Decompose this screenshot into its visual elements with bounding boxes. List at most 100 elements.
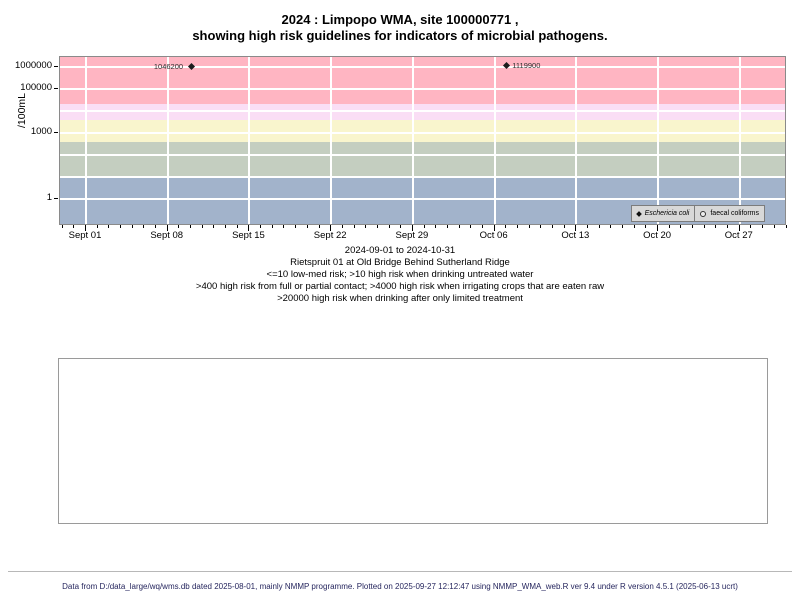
x-minor-tick <box>563 225 565 228</box>
x-minor-tick <box>73 225 75 228</box>
x-minor-tick <box>703 225 705 228</box>
x-tick-label: Oct 06 <box>479 230 508 241</box>
x-tick-label: Sept 01 <box>68 230 102 241</box>
x-minor-tick <box>131 225 133 228</box>
guideline-note-2: >400 high risk from full or partial cont… <box>195 281 605 292</box>
footer-separator <box>8 571 792 572</box>
x-tick-label: Oct 13 <box>561 230 590 241</box>
v-gridline <box>738 57 741 224</box>
x-major-tick <box>575 225 577 231</box>
x-minor-tick <box>376 225 378 228</box>
legend-label-ecoli: Eschericia coli <box>644 210 690 217</box>
x-major-tick <box>85 225 86 231</box>
v-gridline <box>330 57 333 224</box>
x-major-tick <box>738 225 740 231</box>
open-circle-icon <box>700 210 707 217</box>
x-minor-tick <box>516 225 518 228</box>
x-minor-tick <box>306 225 308 228</box>
plot-legend: Eschericia coli faecal coliforms <box>630 205 765 222</box>
x-minor-tick <box>190 225 192 228</box>
y-tick-mark <box>54 66 58 67</box>
v-gridline <box>493 57 496 224</box>
h-gridline <box>60 132 785 134</box>
h-gridline <box>60 198 785 200</box>
y-axis-label: /100mL <box>16 92 28 128</box>
x-minor-tick <box>341 225 343 228</box>
x-minor-tick <box>540 225 542 228</box>
risk-band-3 <box>60 141 785 177</box>
h-gridline <box>60 176 785 178</box>
x-minor-tick <box>96 225 98 228</box>
x-minor-tick <box>295 225 297 228</box>
v-gridline <box>248 57 251 224</box>
x-minor-tick <box>715 225 717 228</box>
x-minor-tick <box>762 225 764 228</box>
x-major-tick <box>411 225 413 231</box>
x-minor-tick <box>552 225 553 228</box>
h-gridline <box>60 154 785 156</box>
x-minor-tick <box>633 225 635 228</box>
guideline-note-1: <=10 low-med risk; >10 high risk when dr… <box>266 269 534 280</box>
chart-title-line2: showing high risk guidelines for indicat… <box>192 28 608 43</box>
x-minor-tick <box>213 225 215 228</box>
x-minor-tick <box>283 225 285 228</box>
x-minor-tick <box>645 225 647 228</box>
x-tick-label: Sept 15 <box>232 230 265 241</box>
chart-title: 2024 : Limpopo WMA, site 100000771 , sho… <box>0 12 800 44</box>
x-axis-ticks <box>59 225 787 233</box>
x-minor-tick <box>446 225 448 228</box>
legend-item-ecoli: Eschericia coli <box>630 205 696 222</box>
site-label: Rietspruit 01 at Old Bridge Behind Suthe… <box>290 257 510 268</box>
x-minor-tick <box>598 225 600 228</box>
v-gridline <box>657 57 660 224</box>
chart-title-line1: 2024 : Limpopo WMA, site 100000771 , <box>281 12 519 27</box>
x-minor-tick <box>458 225 460 228</box>
filled-diamond-icon <box>635 210 642 217</box>
x-minor-tick <box>201 225 203 228</box>
x-major-tick <box>493 225 495 231</box>
x-minor-tick <box>61 225 63 228</box>
x-minor-tick <box>423 225 425 228</box>
x-minor-tick <box>225 225 227 228</box>
data-point-label: 1046200 <box>153 61 184 71</box>
x-tick-label: Sept 08 <box>150 230 184 241</box>
x-minor-tick <box>143 225 145 228</box>
x-major-tick <box>330 225 332 231</box>
x-minor-tick <box>435 225 437 228</box>
x-minor-tick <box>108 225 110 228</box>
x-tick-label: Sept 29 <box>395 230 429 241</box>
x-minor-tick <box>610 225 612 228</box>
h-gridline <box>60 88 785 90</box>
y-tick-label: 1 <box>46 192 52 203</box>
plot-area: Eschericia coli faecal coliforms 1046200… <box>59 56 786 225</box>
risk-band-2 <box>60 119 785 142</box>
x-minor-tick <box>178 225 180 228</box>
x-minor-tick <box>365 225 367 228</box>
y-tick-label: 100000 <box>20 82 52 93</box>
guideline-note-3: >20000 high risk when drinking after onl… <box>277 293 523 304</box>
x-minor-tick <box>773 225 775 228</box>
x-minor-tick <box>622 225 624 228</box>
x-tick-label: Oct 27 <box>724 230 753 241</box>
y-tick-mark <box>54 132 58 133</box>
x-minor-tick <box>680 225 682 228</box>
v-gridline <box>411 57 414 224</box>
footer-text: Data from D:/data_large/wq/wms.db dated … <box>62 582 738 591</box>
v-gridline <box>166 57 169 224</box>
x-major-tick <box>248 225 250 231</box>
legend-label-faecal-coliforms: faecal coliforms <box>710 210 759 217</box>
x-minor-tick <box>528 225 530 228</box>
x-minor-tick <box>692 225 694 228</box>
x-minor-tick <box>400 225 402 228</box>
x-minor-tick <box>727 225 729 228</box>
risk-band-0 <box>60 57 785 105</box>
x-minor-tick <box>236 225 238 228</box>
y-tick-mark <box>54 198 58 199</box>
x-minor-tick <box>155 225 157 228</box>
y-tick-label: 1000000 <box>15 60 52 71</box>
y-tick-label: 1000 <box>30 126 52 137</box>
x-minor-tick <box>388 225 390 228</box>
risk-band-1 <box>60 104 785 120</box>
h-gridline <box>60 110 785 112</box>
